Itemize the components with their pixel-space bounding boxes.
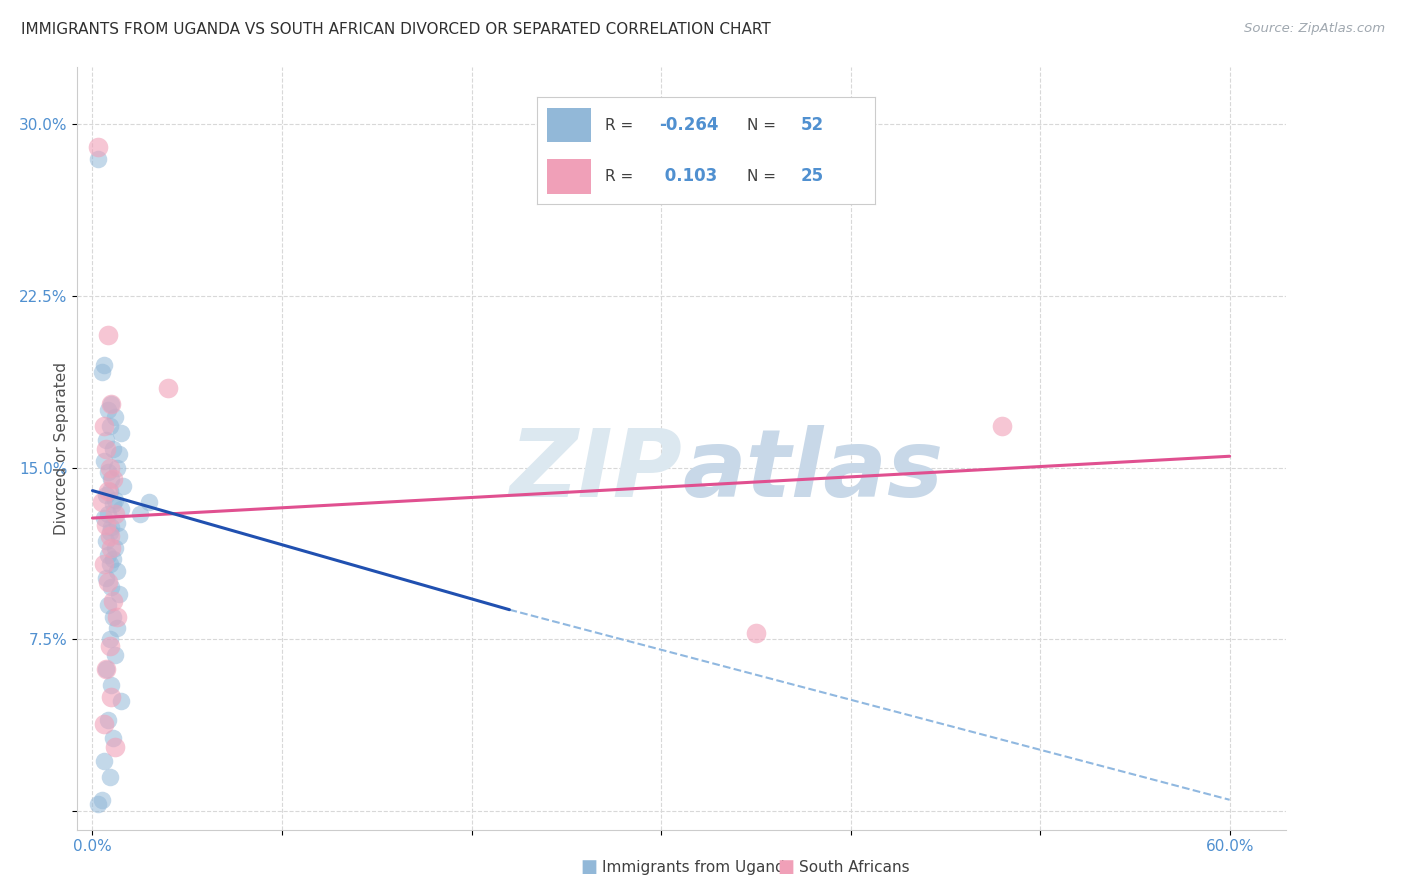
Point (103, 497, 125, 511)
Point (138, 495, 160, 509)
Point (93, 511, 115, 525)
Point (94, 571, 117, 585)
Point (98, 557, 121, 571)
Point (111, 479, 134, 493)
Point (103, 552, 125, 566)
Point (103, 472, 125, 486)
Text: ZIP: ZIP (509, 425, 682, 517)
Point (94, 488, 117, 502)
Point (110, 694, 132, 708)
Text: South Africans: South Africans (799, 860, 910, 874)
Point (91, 495, 114, 509)
Point (128, 507, 150, 521)
Point (97, 483, 120, 498)
Point (93, 754, 115, 768)
Point (93, 419, 115, 434)
Point (98, 419, 121, 434)
Point (104, 648, 127, 663)
Point (97, 575, 120, 590)
Point (100, 520, 122, 534)
Point (93, 557, 115, 571)
Text: atlas: atlas (682, 425, 943, 517)
Point (94, 533, 117, 548)
Point (94, 662, 117, 676)
Point (100, 580, 122, 594)
Point (103, 442, 125, 457)
Point (98, 770, 121, 784)
Point (91, 364, 114, 378)
Point (98, 524, 121, 539)
Point (105, 621, 128, 635)
Point (100, 541, 122, 555)
Point (97, 507, 120, 521)
Point (108, 447, 131, 461)
Point (94, 518, 117, 533)
Point (100, 396, 122, 410)
Y-axis label: Divorced or Separated: Divorced or Separated (53, 362, 69, 534)
Point (745, 625, 768, 640)
Point (100, 690, 122, 704)
Point (93, 717, 115, 731)
Point (105, 460, 128, 475)
Point (98, 460, 121, 475)
Point (104, 740, 127, 755)
Point (93, 454, 115, 468)
Point (110, 426, 132, 441)
Point (93, 358, 115, 372)
Point (100, 678, 122, 692)
Point (94, 434, 117, 448)
Point (103, 609, 125, 624)
Point (991, 419, 1014, 434)
Point (98, 529, 121, 543)
Point (98, 483, 121, 498)
Point (87, 797, 110, 812)
Point (98, 632, 121, 647)
Point (97, 465, 120, 479)
Point (97, 598, 120, 612)
Point (105, 516, 128, 530)
Point (104, 507, 127, 521)
Text: ■: ■ (778, 858, 794, 876)
Point (157, 380, 180, 394)
Point (108, 529, 131, 543)
Point (104, 541, 127, 555)
Point (104, 492, 127, 507)
Point (97, 548, 120, 562)
Point (104, 410, 127, 425)
Point (110, 502, 132, 516)
Point (98, 640, 121, 654)
Point (100, 396, 122, 410)
Text: IMMIGRANTS FROM UGANDA VS SOUTH AFRICAN DIVORCED OR SEPARATED CORRELATION CHART: IMMIGRANTS FROM UGANDA VS SOUTH AFRICAN … (21, 22, 770, 37)
Point (94, 662, 117, 676)
Point (103, 731, 125, 745)
Point (103, 593, 125, 607)
Point (97, 403, 120, 417)
Point (108, 587, 131, 601)
Point (105, 564, 128, 578)
Point (87, 152, 110, 166)
Point (87, 140, 110, 154)
Text: Source: ZipAtlas.com: Source: ZipAtlas.com (1244, 22, 1385, 36)
Point (91, 793, 114, 807)
Point (97, 327, 120, 342)
Point (97, 713, 120, 727)
Text: Immigrants from Uganda: Immigrants from Uganda (602, 860, 794, 874)
Point (94, 442, 117, 457)
Point (105, 609, 128, 624)
Point (100, 472, 122, 486)
Text: ■: ■ (581, 858, 598, 876)
